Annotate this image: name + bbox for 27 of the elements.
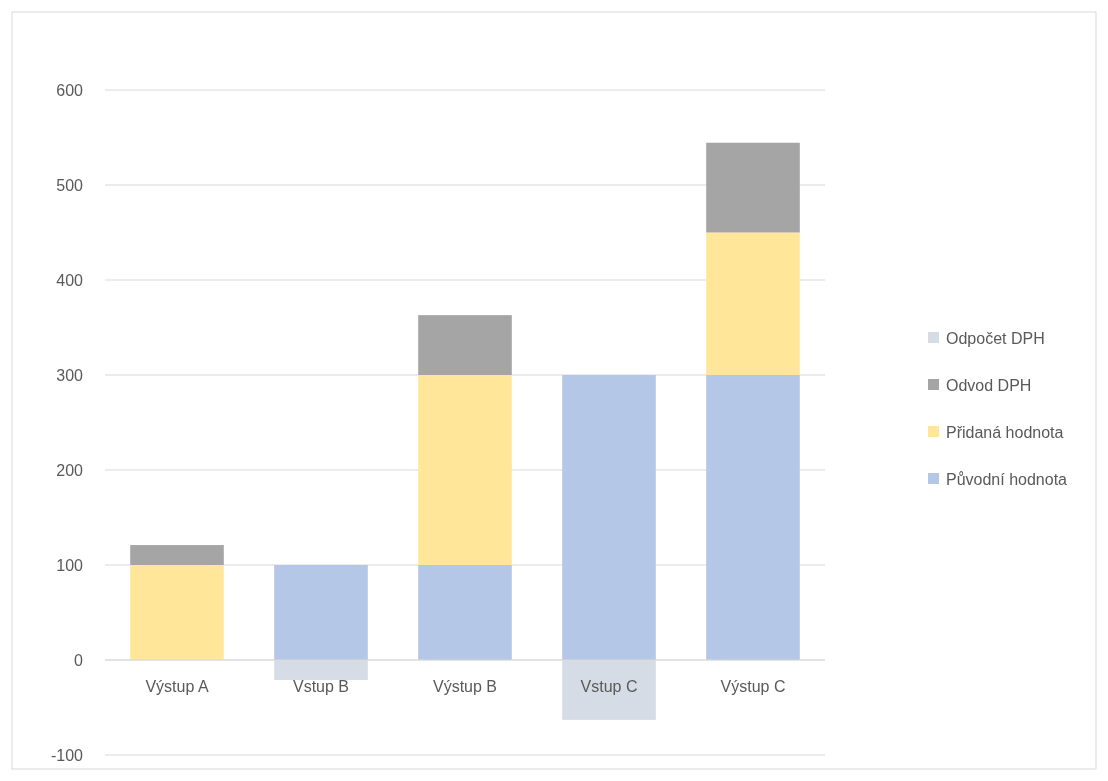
legend-label: Přidaná hodnota: [946, 423, 1064, 441]
legend-label: Odvod DPH: [946, 376, 1032, 394]
bar: [418, 375, 512, 565]
bar: [418, 315, 512, 375]
x-tick-label: Výstup C: [720, 678, 786, 695]
x-tick-label: Výstup B: [432, 678, 498, 695]
y-tick-label: 0: [74, 651, 84, 669]
bar: [130, 545, 224, 565]
bar: [706, 142, 800, 233]
y-tick-label: 200: [56, 461, 84, 479]
bar: [130, 565, 224, 660]
y-tick-label: 400: [56, 271, 84, 289]
x-tick-label: Vstup B: [292, 678, 350, 695]
legend-label: Původní hodnota: [946, 470, 1068, 488]
bar: [706, 232, 800, 375]
y-tick-label: 600: [56, 81, 84, 99]
y-tick-label: 500: [56, 176, 84, 194]
y-tick-label: -100: [50, 746, 84, 764]
x-tick-label: Výstup A: [145, 678, 209, 695]
legend-label: Odpočet DPH: [946, 329, 1045, 347]
y-tick-label: 100: [56, 556, 84, 574]
bar: [706, 375, 800, 660]
bar: [562, 375, 656, 660]
x-tick-label: Vstup C: [580, 678, 638, 695]
bar: [274, 565, 368, 660]
y-tick-label: 300: [56, 366, 84, 384]
bar: [418, 565, 512, 660]
